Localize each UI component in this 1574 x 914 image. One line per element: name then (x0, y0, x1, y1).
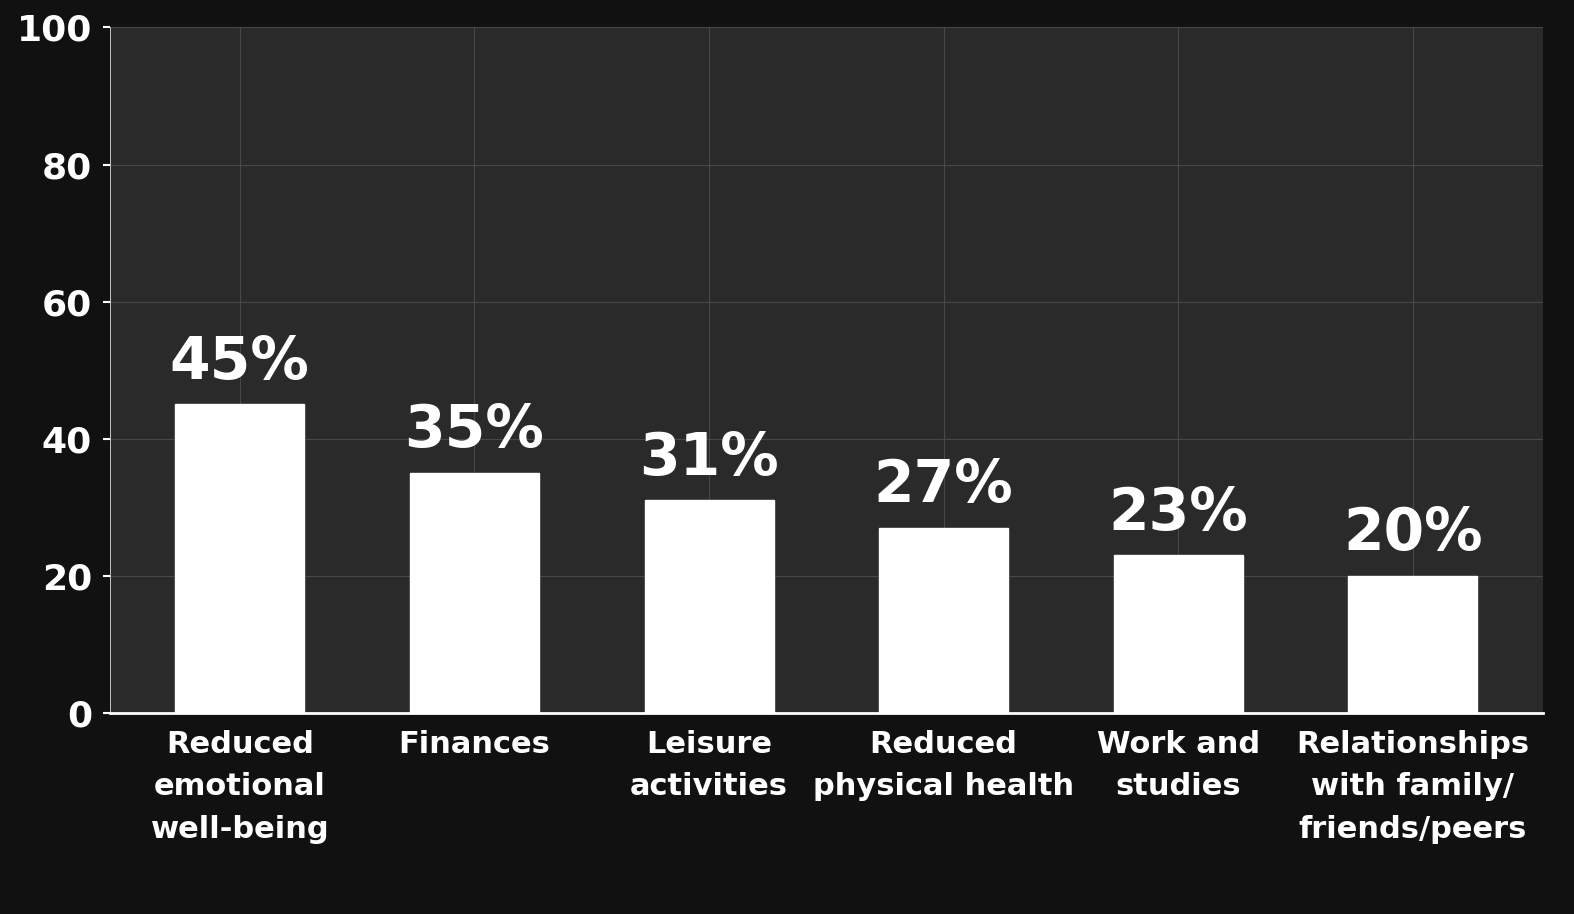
Bar (880, 528, 1009, 713)
Bar (175, 404, 304, 713)
Text: 45%: 45% (170, 334, 310, 391)
Bar (1114, 555, 1243, 713)
Text: 23%: 23% (1108, 484, 1248, 541)
Bar (1349, 576, 1478, 713)
Text: 27%: 27% (874, 457, 1014, 514)
Text: 20%: 20% (1343, 505, 1483, 562)
Bar (409, 473, 538, 713)
Bar (644, 501, 773, 713)
Text: 31%: 31% (639, 430, 779, 487)
Text: 35%: 35% (405, 402, 545, 459)
